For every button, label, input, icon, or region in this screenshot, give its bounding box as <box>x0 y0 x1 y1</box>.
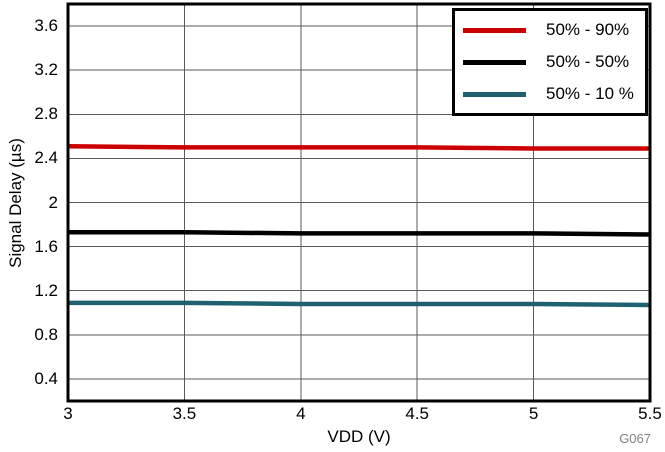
series-line-1 <box>68 230 651 237</box>
legend-item: 50% - 10 % <box>455 84 645 104</box>
plot-border <box>66 2 652 403</box>
y-tick-label: 2.8 <box>34 104 58 124</box>
x-tick-label: 5 <box>528 404 539 423</box>
y-tick-label: 0.8 <box>34 324 58 344</box>
legend-swatch <box>463 91 526 97</box>
legend-item: 50% - 50% <box>455 52 645 72</box>
legend-swatch <box>463 27 526 33</box>
x-tick-label: 4 <box>296 404 306 423</box>
x-tick-label: 5.5 <box>638 404 662 423</box>
legend-swatch <box>463 59 526 65</box>
y-tick-label: 0.4 <box>34 368 58 388</box>
y-tick-label: 1.2 <box>34 280 58 300</box>
legend: 50% - 90% 50% - 50% 50% - 10 % <box>452 8 648 116</box>
y-tick-label: 3.6 <box>34 16 58 36</box>
y-tick-label: 1.6 <box>34 236 58 256</box>
figure-code: G067 <box>619 431 651 446</box>
x-axis-title: VDD (V) <box>327 427 391 446</box>
x-tick-label: 4.5 <box>405 404 429 423</box>
y-tick-label: 2.4 <box>34 148 58 168</box>
y-tick-label: 3.2 <box>34 60 58 80</box>
legend-item: 50% - 90% <box>455 20 645 40</box>
y-tick-label: 2 <box>48 192 58 212</box>
legend-label: 50% - 10 % <box>546 84 634 103</box>
legend-label: 50% - 50% <box>546 52 630 71</box>
legend-label: 50% - 90% <box>546 20 630 39</box>
series-line-2 <box>68 300 651 308</box>
series-line-0 <box>67 144 650 151</box>
x-tick-label: 3 <box>63 404 73 423</box>
x-tick-label: 3.5 <box>172 404 197 423</box>
y-axis-title: Signal Delay (µs) <box>6 138 25 268</box>
